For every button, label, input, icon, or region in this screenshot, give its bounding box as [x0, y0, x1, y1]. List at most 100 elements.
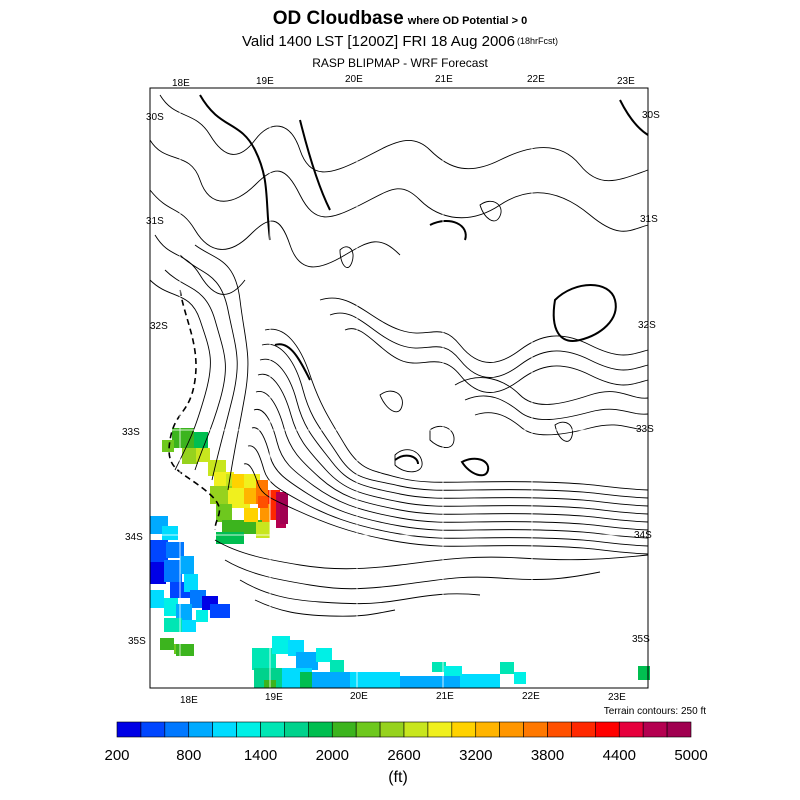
cloudbase-cell	[514, 672, 526, 684]
cloudbase-cell	[350, 672, 400, 688]
cloudbase-cells	[150, 428, 650, 688]
cloudbase-cell	[432, 662, 446, 672]
colorbar-swatch	[571, 721, 596, 738]
title-main: OD Cloudbase	[272, 8, 404, 29]
colorbar-tick-label: 5000	[674, 747, 707, 764]
valid-time-line: Valid 1400 LST [1200Z] FRI 18 Aug 2006 (1…	[0, 33, 800, 50]
forecast-tag: (18hrFcst)	[516, 36, 558, 46]
colorbar-swatch	[308, 721, 333, 738]
cloudbase-cell	[256, 522, 270, 538]
lat-label-right: 35S	[632, 634, 650, 645]
lat-label-right: 32S	[638, 320, 656, 331]
cloudbase-cell	[162, 440, 174, 452]
colorbar-swatch	[547, 721, 572, 738]
cloudbase-cell	[196, 610, 208, 622]
cloudbase-cell	[164, 560, 182, 582]
valid-time-text: Valid 1400 LST [1200Z] FRI 18 Aug 2006	[242, 33, 515, 50]
cloudbase-cell	[160, 638, 174, 650]
lat-label-left: 32S	[150, 321, 168, 332]
cloudbase-cell	[184, 574, 198, 592]
cloudbase-cell	[180, 556, 194, 574]
cloudbase-cell	[176, 644, 194, 656]
terrain-contours	[149, 94, 649, 617]
longitude-labels-bottom: 18E 19E 20E 21E 22E 23E	[180, 691, 626, 706]
colorbar-swatch	[499, 721, 524, 738]
cloudbase-cell	[164, 598, 178, 616]
cloudbase-cell	[210, 486, 232, 504]
longitude-labels-top: 18E 19E 20E 21E 22E 23E	[172, 74, 635, 89]
colorbar-tick-label: 3800	[531, 747, 564, 764]
lon-label-top: 20E	[345, 74, 363, 85]
lon-label-bottom: 21E	[436, 691, 454, 702]
colorbar-tick-label: 4400	[603, 747, 636, 764]
colorbar	[116, 721, 692, 738]
cloudbase-cell	[182, 620, 196, 632]
terrain-contours-major	[199, 94, 649, 477]
cloudbase-cell	[166, 542, 184, 558]
cloudbase-cell	[150, 540, 168, 562]
lon-label-bottom: 22E	[522, 691, 540, 702]
colorbar-swatch	[331, 721, 357, 738]
colorbar-swatch	[427, 721, 453, 738]
cloudbase-cell	[210, 604, 230, 618]
lon-label-top: 23E	[617, 76, 635, 87]
title-suffix: where OD Potential > 0	[407, 15, 528, 27]
colorbar-tick-label: 800	[176, 747, 201, 764]
colorbar-swatch	[475, 721, 500, 738]
colorbar-swatch	[379, 721, 405, 738]
lon-label-bottom: 19E	[265, 692, 283, 703]
colorbar-tick-label: 2600	[387, 747, 420, 764]
terrain-contour-note: Terrain contours: 250 ft	[604, 706, 706, 717]
cloudbase-cell	[182, 448, 198, 464]
cloudbase-cell	[244, 508, 258, 522]
cloudbase-cell	[316, 648, 332, 662]
lon-label-top: 22E	[527, 74, 545, 85]
cloudbase-cell	[330, 660, 344, 672]
latitude-labels-left: 30S 31S 32S 33S 34S 35S	[122, 112, 168, 647]
lon-label-bottom: 18E	[180, 695, 198, 706]
lat-label-right: 31S	[640, 214, 658, 225]
colorbar-swatch	[188, 721, 213, 738]
cloudbase-cell	[254, 668, 284, 688]
lat-label-left: 35S	[128, 636, 146, 647]
colorbar-swatch	[595, 721, 620, 738]
lat-label-right: 30S	[642, 110, 660, 121]
latitude-labels-right: 30S 31S 32S 33S 34S 35S	[632, 110, 660, 645]
cloudbase-cell	[216, 532, 244, 544]
cloudbase-cell	[216, 504, 232, 522]
lat-label-right: 34S	[634, 530, 652, 541]
cloudbase-cell	[400, 676, 460, 688]
grid-lines	[150, 88, 648, 688]
cloudbase-cell	[260, 504, 270, 528]
colorbar-swatch	[140, 721, 166, 738]
colorbar-swatch	[212, 721, 237, 738]
cloudbase-cell	[150, 562, 166, 584]
colorbar-swatch	[116, 721, 142, 738]
colorbar-swatch	[666, 721, 692, 738]
cloudbase-cell	[638, 666, 650, 680]
lat-label-right: 33S	[636, 424, 654, 435]
source-line: RASP BLIPMAP - WRF Forecast	[312, 56, 488, 70]
cloudbase-cell	[280, 494, 288, 524]
colorbar-swatch	[403, 721, 429, 738]
cloudbase-cell	[272, 636, 290, 654]
cloudbase-cell	[300, 672, 312, 688]
cloudbase-cell	[258, 496, 268, 508]
lon-label-top: 18E	[172, 78, 190, 89]
lat-label-left: 34S	[125, 532, 143, 543]
colorbar-tick-label: 1400	[244, 747, 277, 764]
lat-label-left: 31S	[146, 216, 164, 227]
colorbar-tick-label: 2000	[316, 747, 349, 764]
cloudbase-cell	[162, 526, 178, 540]
lon-label-top: 21E	[435, 74, 453, 85]
cloudbase-cell	[460, 674, 500, 688]
colorbar-swatch	[618, 721, 644, 738]
colorbar-tick-label: 200	[104, 747, 129, 764]
colorbar-swatch	[523, 721, 548, 738]
colorbar-tick-label: 3200	[459, 747, 492, 764]
colorbar-swatch	[260, 721, 285, 738]
lat-label-left: 33S	[122, 427, 140, 438]
coastline-contour	[168, 289, 221, 531]
cloudbase-cell	[222, 520, 262, 534]
